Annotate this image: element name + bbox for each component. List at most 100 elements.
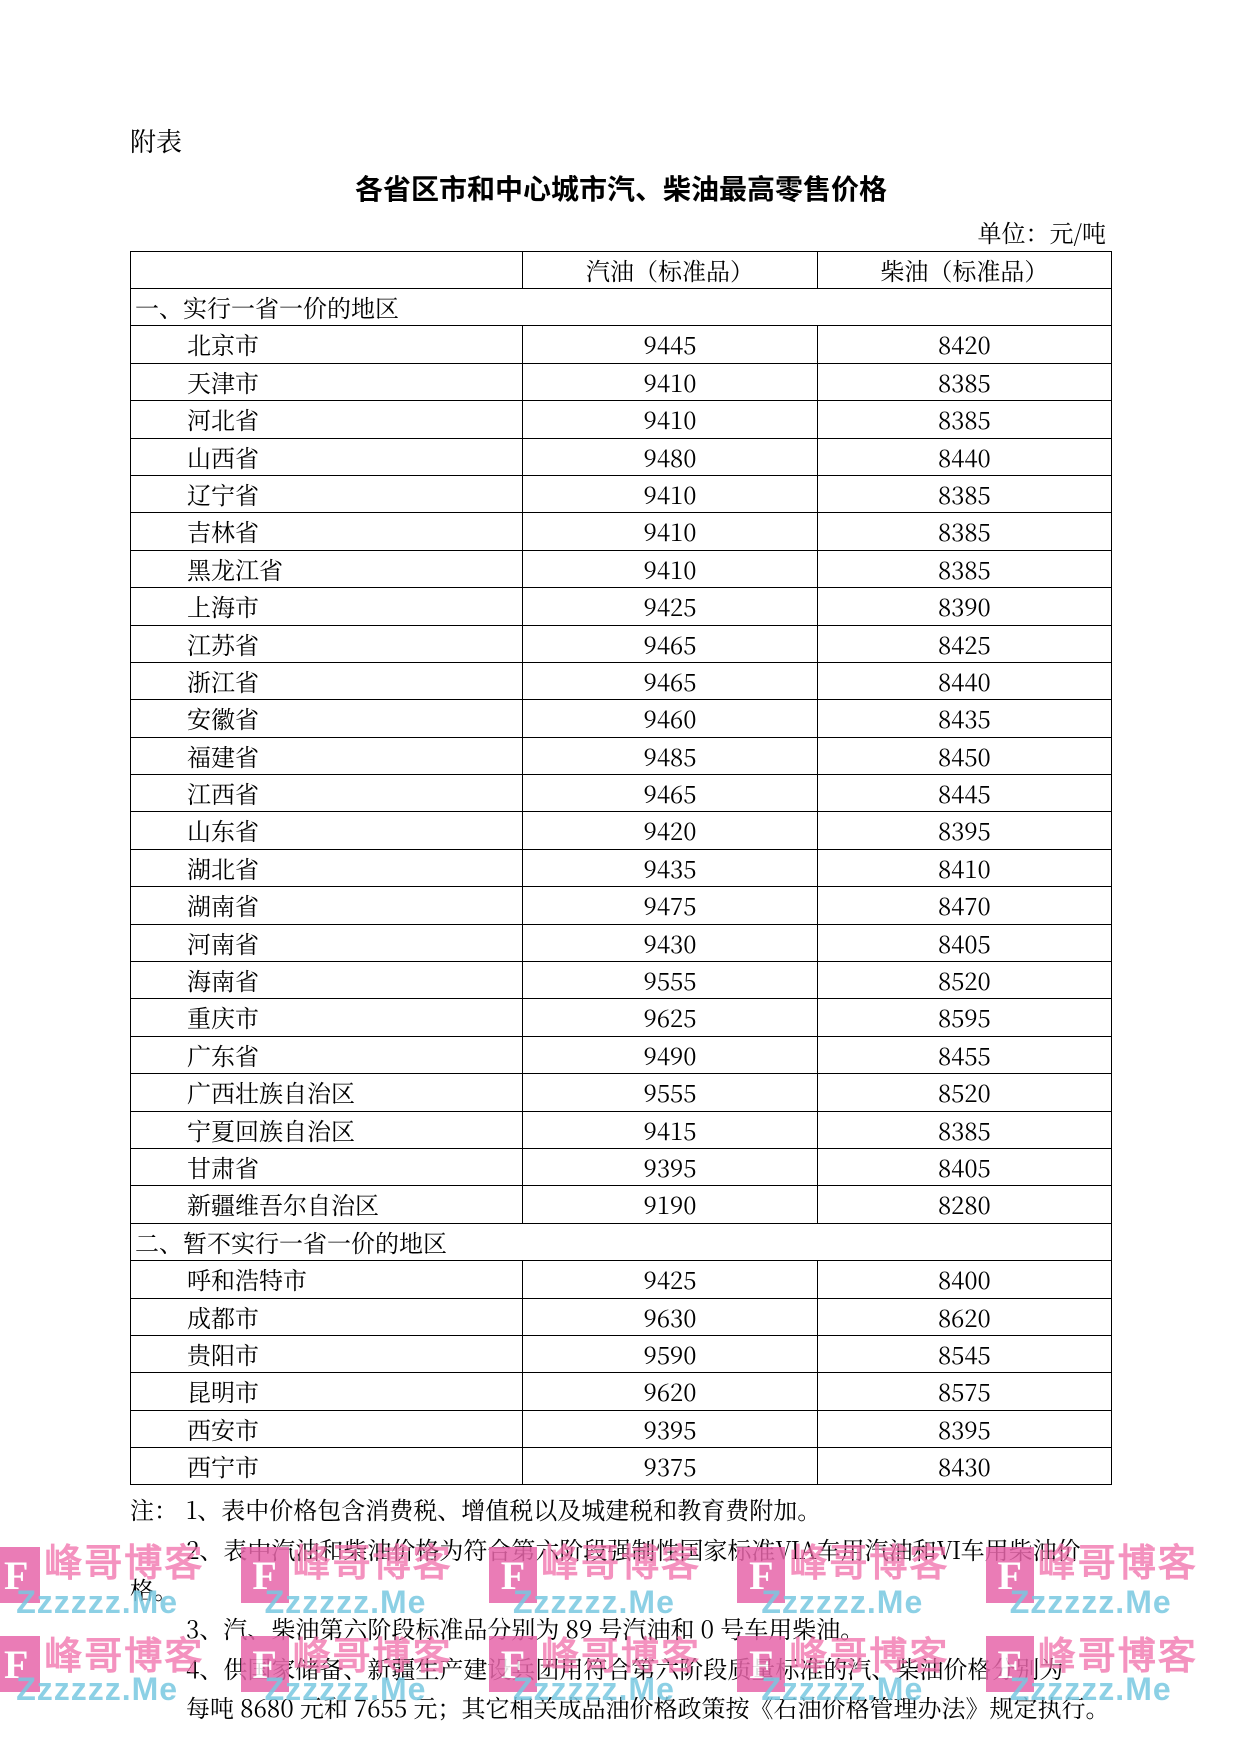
region-name: 西安市 [131,1410,523,1447]
table-row: 呼和浩特市94258400 [131,1261,1112,1298]
region-name: 海南省 [131,962,523,999]
diesel-price: 8395 [817,1410,1111,1447]
region-name: 湖南省 [131,887,523,924]
watermark-url: Zzzzzz.Me [761,1671,923,1708]
diesel-price: 8450 [817,737,1111,774]
watermark-url: Zzzzzz.Me [1010,1671,1172,1708]
gas-price: 9625 [523,999,817,1036]
gas-price: 9555 [523,1074,817,1111]
region-name: 山东省 [131,812,523,849]
watermark-text: 峰哥博客 [789,1532,949,1587]
table-row: 西安市93958395 [131,1410,1112,1447]
watermark-url: Zzzzzz.Me [265,1584,427,1621]
notes-lead: 注： [130,1489,186,1529]
unit-label: 单位：元/吨 [130,214,1112,249]
gas-price: 9475 [523,887,817,924]
region-name: 江苏省 [131,625,523,662]
gas-price: 9410 [523,475,817,512]
gas-price: 9480 [523,438,817,475]
gas-price: 9430 [523,924,817,961]
gas-price: 9425 [523,588,817,625]
diesel-price: 8440 [817,438,1111,475]
diesel-price: 8395 [817,812,1111,849]
gas-price: 9445 [523,326,817,363]
region-name: 贵阳市 [131,1335,523,1372]
table-row: 西宁市93758430 [131,1448,1112,1485]
diesel-price: 8470 [817,887,1111,924]
diesel-price: 8280 [817,1186,1111,1223]
diesel-price: 8385 [817,1111,1111,1148]
table-row: 湖北省94358410 [131,849,1112,886]
table-row: 福建省94858450 [131,737,1112,774]
table-row: 广东省94908455 [131,1036,1112,1073]
col-header-gas: 汽油（标准品） [523,251,817,288]
watermark-item: F峰哥博客Zzzzzz.Me [745,1535,993,1615]
region-name: 宁夏回族自治区 [131,1111,523,1148]
gas-price: 9425 [523,1261,817,1298]
table-row: 江苏省94658425 [131,625,1112,662]
table-section-row: 二、暂不实行一省一价的地区 [131,1223,1112,1260]
table-row: 新疆维吾尔自治区91908280 [131,1186,1112,1223]
diesel-price: 8410 [817,849,1111,886]
section-label: 一、实行一省一价的地区 [131,288,1112,325]
diesel-price: 8430 [817,1448,1111,1485]
watermark-strip: F峰哥博客Zzzzzz.MeF峰哥博客Zzzzzz.MeF峰哥博客Zzzzzz.… [0,1535,1242,1615]
gas-price: 9435 [523,849,817,886]
region-name: 湖北省 [131,849,523,886]
table-row: 山西省94808440 [131,438,1112,475]
diesel-price: 8620 [817,1298,1111,1335]
gas-price: 9395 [523,1410,817,1447]
gas-price: 9555 [523,962,817,999]
watermark-item: F峰哥博客Zzzzzz.Me [994,1535,1242,1615]
diesel-price: 8385 [817,475,1111,512]
gas-price: 9420 [523,812,817,849]
diesel-price: 8400 [817,1261,1111,1298]
table-row: 辽宁省94108385 [131,475,1112,512]
table-row: 黑龙江省94108385 [131,550,1112,587]
region-name: 甘肃省 [131,1148,523,1185]
watermark-item: F峰哥博客Zzzzzz.Me [0,1640,248,1700]
price-table: 汽油（标准品） 柴油（标准品） 一、实行一省一价的地区北京市94458420天津… [130,251,1112,1486]
page-title: 各省区市和中心城市汽、柴油最高零售价格 [130,168,1112,208]
table-body: 一、实行一省一价的地区北京市94458420天津市94108385河北省9410… [131,288,1112,1485]
table-row: 北京市94458420 [131,326,1112,363]
gas-price: 9465 [523,775,817,812]
region-name: 重庆市 [131,999,523,1036]
watermark-text: 峰哥博客 [541,1532,701,1587]
table-row: 上海市94258390 [131,588,1112,625]
gas-price: 9620 [523,1373,817,1410]
gas-price: 9630 [523,1298,817,1335]
region-name: 北京市 [131,326,523,363]
diesel-price: 8425 [817,625,1111,662]
diesel-price: 8440 [817,662,1111,699]
gas-price: 9190 [523,1186,817,1223]
diesel-price: 8385 [817,513,1111,550]
diesel-price: 8420 [817,326,1111,363]
diesel-price: 8520 [817,1074,1111,1111]
gas-price: 9465 [523,662,817,699]
diesel-price: 8520 [817,962,1111,999]
region-name: 河南省 [131,924,523,961]
section-label: 二、暂不实行一省一价的地区 [131,1223,1112,1260]
gas-price: 9590 [523,1335,817,1372]
table-row: 浙江省94658440 [131,662,1112,699]
gas-price: 9395 [523,1148,817,1185]
region-name: 呼和浩特市 [131,1261,523,1298]
watermark-text: 峰哥博客 [44,1532,204,1587]
table-row: 广西壮族自治区95558520 [131,1074,1112,1111]
region-name: 吉林省 [131,513,523,550]
gas-price: 9415 [523,1111,817,1148]
region-name: 江西省 [131,775,523,812]
gas-price: 9485 [523,737,817,774]
region-name: 福建省 [131,737,523,774]
gas-price: 9410 [523,401,817,438]
gas-price: 9460 [523,700,817,737]
watermark-item: F峰哥博客Zzzzzz.Me [745,1640,993,1700]
watermark-url: Zzzzzz.Me [16,1584,178,1621]
diesel-price: 8575 [817,1373,1111,1410]
table-row: 江西省94658445 [131,775,1112,812]
watermark-url: Zzzzzz.Me [761,1584,923,1621]
region-name: 河北省 [131,401,523,438]
region-name: 安徽省 [131,700,523,737]
diesel-price: 8435 [817,700,1111,737]
